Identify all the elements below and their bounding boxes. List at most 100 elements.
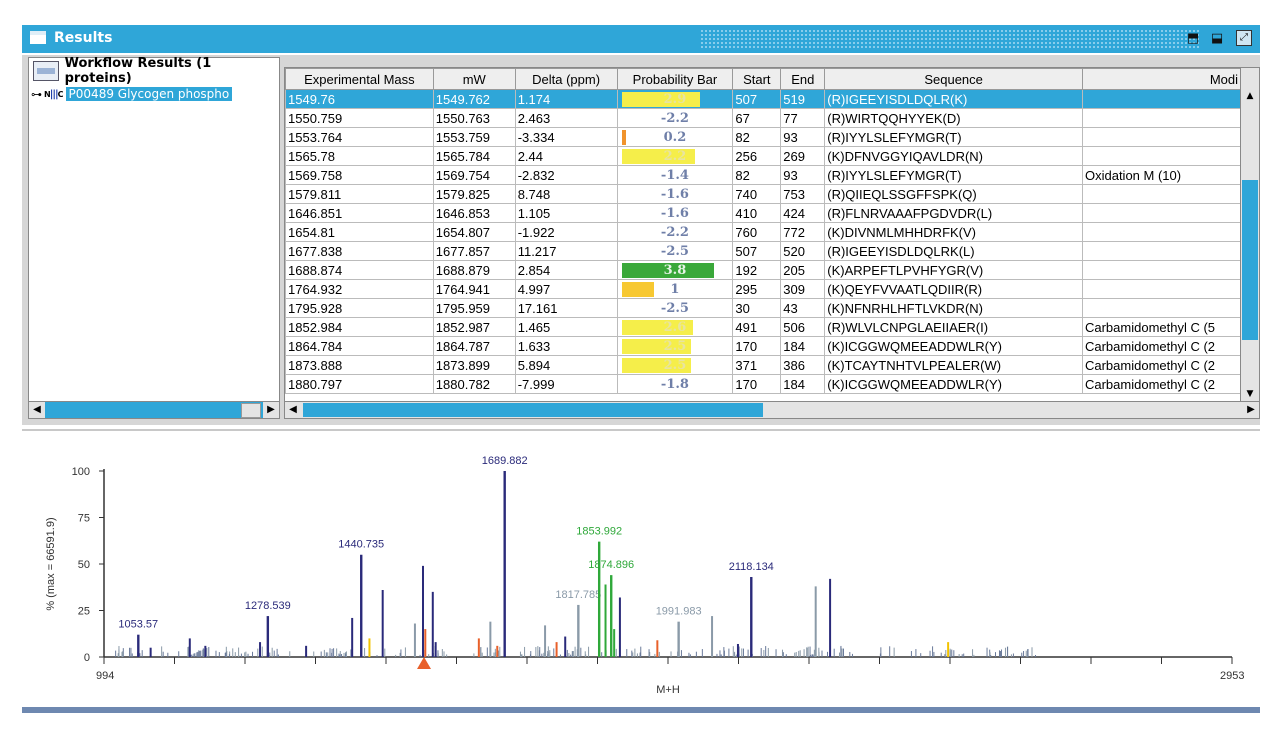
table-row[interactable]: 1688.874 1688.879 2.854 3.8 192 205 (K)ARPEFTL…: [285, 260, 1241, 280]
probability-value: -1.4: [660, 168, 689, 183]
modification-cell: [1081, 260, 1241, 280]
table-scroll-right-icon[interactable]: ▶: [1247, 404, 1255, 415]
end-cell: 309: [780, 279, 826, 299]
probability-bar-cell: 2.9: [616, 89, 734, 109]
y-tick-label: 100: [72, 466, 90, 478]
table-scroll-left-icon[interactable]: ◀: [289, 404, 297, 415]
table-row[interactable]: 1880.797 1880.782 -7.999 -1.8 170 184 (K)ICGGW…: [285, 374, 1241, 394]
results-panel: Workflow Results (1 proteins) ⊶ N|||C P0…: [22, 55, 1260, 425]
undock-icon[interactable]: ⬒: [1186, 31, 1200, 46]
scroll-down-icon[interactable]: ▼: [1241, 386, 1259, 402]
start-cell: 82: [732, 165, 782, 185]
protein-tree-item[interactable]: ⊶ N|||C P00489 Glycogen phospho: [31, 84, 277, 104]
table-row[interactable]: 1873.888 1873.899 5.894 2.5 371 386 (K)TCAYTNH…: [285, 355, 1241, 375]
table-row[interactable]: 1550.759 1550.763 2.463 -2.2 67 77 (R)WIRTQQHY…: [285, 108, 1241, 128]
probability-bar: [621, 358, 692, 373]
delta-cell: -3.334: [514, 127, 618, 147]
sequence-cell: (K)ICGGWQMEEADDWLR(Y): [824, 336, 1083, 356]
experimental-mass-cell: 1549.76: [285, 89, 434, 109]
y-axis-label: % (max = 66591.9): [45, 517, 57, 610]
table-row[interactable]: 1795.928 1795.959 17.161 -2.5 30 43 (K)NFNRHLH…: [285, 298, 1241, 318]
start-cell: 170: [732, 336, 782, 356]
peak-label: 1278.539: [245, 600, 291, 612]
probability-bar-cell: 0.2: [616, 127, 734, 147]
sequence-cell: (R)IYYLSLEFYMGR(T): [824, 165, 1083, 185]
table-row[interactable]: 1852.984 1852.987 1.465 2.6 491 506 (R)WLVLCNP…: [285, 317, 1241, 337]
column-header[interactable]: Experimental Mass: [285, 68, 434, 90]
modification-cell: Carbamidomethyl C (2: [1081, 355, 1241, 375]
modification-cell: [1081, 279, 1241, 299]
sequence-cell: (K)ARPEFTLPVHFYGR(V): [824, 260, 1083, 280]
mass-spectrum-chart[interactable]: 0 25 50 75 100 994 2953 M+H % (max = 66591.9) 105…: [22, 431, 1260, 707]
table-vertical-scrollbar[interactable]: ▲ ▼: [1240, 67, 1260, 403]
probability-value: -1.8: [660, 377, 689, 392]
end-cell: 93: [780, 165, 826, 185]
end-cell: 184: [780, 336, 826, 356]
mw-cell: 1654.807: [432, 222, 516, 242]
peak-label: 1853.992: [576, 526, 622, 538]
tree-horizontal-scrollbar[interactable]: ◀ ▶: [28, 401, 280, 419]
probability-bar-cell: 2.5: [616, 336, 734, 356]
x-max-label: 2953: [1220, 670, 1244, 682]
table-horizontal-thumb[interactable]: [303, 403, 763, 417]
probability-bar-cell: -1.4: [616, 165, 734, 185]
probability-value: 2.9: [663, 92, 687, 107]
peak-label: 1874.896: [588, 559, 634, 571]
probability-value: 2.5: [663, 358, 687, 373]
tree-header[interactable]: Workflow Results (1 proteins): [33, 56, 279, 86]
maximize-icon[interactable]: ⤢: [1236, 30, 1252, 46]
column-header[interactable]: Delta (ppm): [514, 68, 618, 90]
sequence-cell: (R)WLVLCNPGLAEIIAER(I): [824, 317, 1083, 337]
table-row[interactable]: 1579.811 1579.825 8.748 -1.6 740 753 (R)QIIEQL…: [285, 184, 1241, 204]
probability-bar-cell: -1.8: [616, 374, 734, 394]
start-cell: 491: [732, 317, 782, 337]
modification-cell: [1081, 127, 1241, 147]
sequence-cell: (R)WIRTQQHYYEK(D): [824, 108, 1083, 128]
end-cell: 269: [780, 146, 826, 166]
title-bar: Results ⬒ ⬓ ⤢: [22, 25, 1260, 53]
column-header[interactable]: Start: [732, 68, 782, 90]
table-row[interactable]: 1569.758 1569.754 -2.832 -1.4 82 93 (R)IYYLSLE…: [285, 165, 1241, 185]
table-row[interactable]: 1677.838 1677.857 11.217 -2.5 507 520 (R)IGEEY…: [285, 241, 1241, 261]
table-row[interactable]: 1553.764 1553.759 -3.334 0.2 82 93 (R)IYYLSLEF…: [285, 127, 1241, 147]
table-horizontal-scrollbar[interactable]: ◀ ▶: [284, 401, 1260, 419]
probability-value: -2.5: [660, 244, 689, 259]
table-header-row: Experimental Mass mW Delta (ppm) Probabilit…: [285, 68, 1241, 90]
modification-cell: [1081, 203, 1241, 223]
table-row[interactable]: 1654.81 1654.807 -1.922 -2.2 760 772 (K)DIVNML…: [285, 222, 1241, 242]
modification-cell: [1081, 146, 1241, 166]
scroll-thumb[interactable]: [241, 403, 261, 418]
table-row[interactable]: 1646.851 1646.853 1.105 -1.6 410 424 (R)FLNRVA…: [285, 203, 1241, 223]
probability-bar: [621, 282, 654, 297]
column-header[interactable]: End: [780, 68, 826, 90]
end-cell: 184: [780, 374, 826, 394]
column-header[interactable]: Modi: [1081, 68, 1241, 90]
start-cell: 295: [732, 279, 782, 299]
vertical-scroll-thumb[interactable]: [1242, 180, 1258, 340]
protein-label: P00489 Glycogen phospho: [65, 87, 233, 101]
end-cell: 205: [780, 260, 826, 280]
mw-cell: 1880.782: [432, 374, 516, 394]
scroll-left-icon[interactable]: ◀: [29, 402, 45, 418]
column-header[interactable]: Sequence: [824, 68, 1083, 90]
end-cell: 520: [780, 241, 826, 261]
float-icon[interactable]: ⬓: [1210, 31, 1224, 46]
experimental-mass-cell: 1553.764: [285, 127, 434, 147]
mw-cell: 1550.763: [432, 108, 516, 128]
probability-bar: [621, 149, 696, 164]
modification-cell: Carbamidomethyl C (2: [1081, 336, 1241, 356]
scroll-up-icon[interactable]: ▲: [1241, 88, 1259, 104]
table-row[interactable]: 1864.784 1864.787 1.633 2.5 170 184 (K)ICGGWQM…: [285, 336, 1241, 356]
table-row[interactable]: 1549.76 1549.762 1.174 2.9 507 519 (R)IGEEYISD…: [285, 89, 1241, 109]
y-tick-label: 25: [78, 606, 90, 618]
mw-cell: 1565.784: [432, 146, 516, 166]
column-header[interactable]: mW: [432, 68, 516, 90]
scroll-right-icon[interactable]: ▶: [263, 402, 279, 418]
table-row[interactable]: 1565.78 1565.784 2.44 2.2 256 269 (K)DFNVGGYIQ…: [285, 146, 1241, 166]
end-cell: 77: [780, 108, 826, 128]
mw-cell: 1677.857: [432, 241, 516, 261]
results-window: Results ⬒ ⬓ ⤢ Workflow Results (1 protei…: [22, 25, 1260, 715]
start-cell: 371: [732, 355, 782, 375]
table-row[interactable]: 1764.932 1764.941 4.997 1 295 309 (K)QEYFVVAAT…: [285, 279, 1241, 299]
column-header[interactable]: Probability Bar: [616, 68, 734, 90]
